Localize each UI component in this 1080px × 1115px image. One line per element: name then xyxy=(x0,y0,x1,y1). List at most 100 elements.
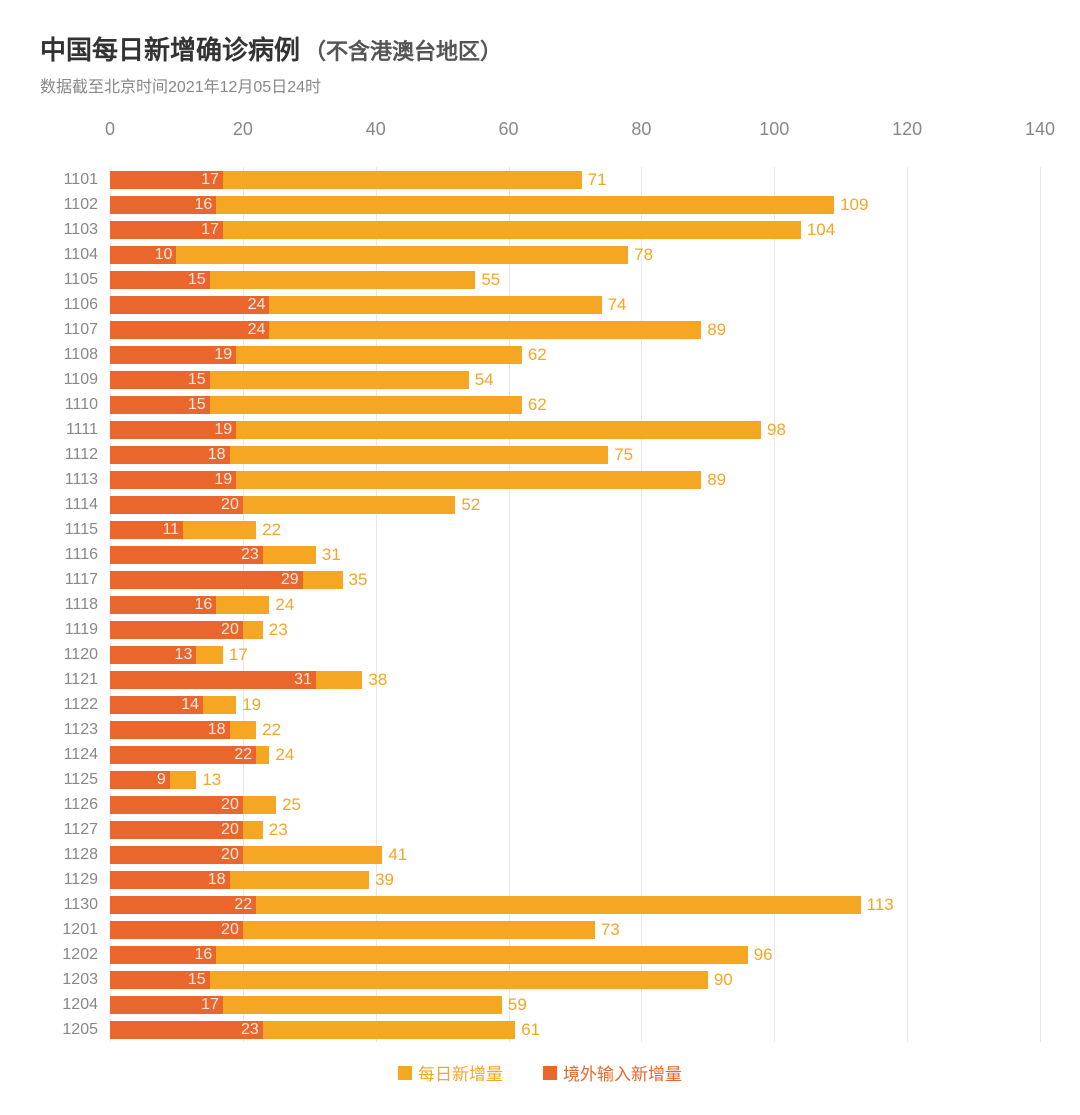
bar-row: 11047810 xyxy=(40,242,1040,267)
y-axis-label: 1107 xyxy=(40,321,110,339)
bar-track: 1914 xyxy=(110,696,1040,714)
value-label-total: 19 xyxy=(236,695,261,715)
value-label-total: 24 xyxy=(269,595,294,615)
y-axis-label: 1205 xyxy=(40,1021,110,1039)
value-label-total: 109 xyxy=(834,195,868,215)
value-label-total: 55 xyxy=(475,270,500,290)
value-label-imported: 10 xyxy=(155,246,177,264)
value-label-imported: 15 xyxy=(188,971,210,989)
bar-imported xyxy=(110,1021,263,1039)
value-label-total: 35 xyxy=(343,570,368,590)
value-label-imported: 24 xyxy=(248,321,270,339)
bar-track: 59 17 xyxy=(110,996,1040,1014)
bar-track: 7117 xyxy=(110,171,1040,189)
y-axis-label: 1111 xyxy=(40,421,110,439)
bar-row: 11152211 xyxy=(40,517,1040,542)
bar-track: 139 xyxy=(110,771,1040,789)
value-label-imported: 31 xyxy=(294,671,316,689)
value-label-total: 17 xyxy=(223,645,248,665)
bar-track: 38 31 xyxy=(110,671,1040,689)
bar-row: 11284120 xyxy=(40,842,1040,867)
bar-row: 11173529 xyxy=(40,567,1040,592)
value-label-imported: 17 xyxy=(201,171,223,189)
value-label-imported: 17 xyxy=(201,996,223,1014)
value-label-total: 62 xyxy=(522,345,547,365)
x-axis-tick: 140 xyxy=(1025,119,1055,140)
value-label-total: 24 xyxy=(269,745,294,765)
legend-label: 境外输入新增量 xyxy=(563,1060,682,1085)
value-label-imported: 20 xyxy=(221,921,243,939)
bar-track: 6123 xyxy=(110,1021,1040,1039)
bar-row: 1121 38 31 xyxy=(40,667,1040,692)
bar-track: 9819 xyxy=(110,421,1040,439)
value-label-total: 104 xyxy=(801,220,835,240)
value-label-imported: 24 xyxy=(248,296,270,314)
y-axis-label: 1121 xyxy=(40,671,110,689)
value-label-imported: 19 xyxy=(214,346,236,364)
bar-row: 11078924 xyxy=(40,317,1040,342)
value-label-total: 59 xyxy=(502,995,527,1015)
value-label-total: 25 xyxy=(276,795,301,815)
x-axis-tick: 0 xyxy=(105,119,115,140)
bar-track: 9616 xyxy=(110,946,1040,964)
x-axis: 020406080100120140 xyxy=(110,119,1040,149)
bar-track: 10916 xyxy=(110,196,1040,214)
value-label-imported: 20 xyxy=(221,796,243,814)
y-axis-label: 1114 xyxy=(40,496,110,514)
bar-imported xyxy=(110,671,316,689)
bar-row: 11232218 xyxy=(40,717,1040,742)
bar-total xyxy=(110,196,834,214)
value-label-total: 38 xyxy=(362,670,387,690)
title-main: 中国每日新增确诊病例 xyxy=(40,35,300,65)
y-axis-label: 1113 xyxy=(40,471,110,489)
y-axis-label: 1127 xyxy=(40,821,110,839)
chart-subtitle: 数据截至北京时间2021年12月05日24时 xyxy=(40,73,1040,97)
y-axis-label: 1102 xyxy=(40,196,110,214)
value-label-total: 41 xyxy=(382,845,407,865)
y-axis-label: 1204 xyxy=(40,996,110,1014)
bar-track: 104 17 xyxy=(110,221,1040,239)
bar-row: 11138919 xyxy=(40,467,1040,492)
value-label-total: 23 xyxy=(263,820,288,840)
value-label-total: 90 xyxy=(708,970,733,990)
chart: 020406080100120140 110171171102109161103… xyxy=(40,119,1040,1042)
y-axis-label: 1120 xyxy=(40,646,110,664)
value-label-total: 75 xyxy=(608,445,633,465)
value-label-imported: 16 xyxy=(194,946,216,964)
value-label-total: 31 xyxy=(316,545,341,565)
bar-track: 52 20 xyxy=(110,496,1040,514)
legend: 每日新增量境外输入新增量 xyxy=(40,1060,1040,1085)
value-label-imported: 13 xyxy=(175,646,197,664)
value-label-imported: 20 xyxy=(221,821,243,839)
value-label-total: 52 xyxy=(455,495,480,515)
value-label-imported: 17 xyxy=(201,221,223,239)
bar-track: 5515 xyxy=(110,271,1040,289)
value-label-total: 22 xyxy=(256,520,281,540)
y-axis-label: 1128 xyxy=(40,846,110,864)
bar-row: 12056123 xyxy=(40,1017,1040,1042)
bar-row: 11106215 xyxy=(40,392,1040,417)
value-label-imported: 20 xyxy=(221,496,243,514)
value-label-imported: 23 xyxy=(241,546,263,564)
value-label-total: 74 xyxy=(602,295,627,315)
y-axis-label: 1124 xyxy=(40,746,110,764)
bar-row: 11163123 xyxy=(40,542,1040,567)
bar-rows: 1101711711021091611031041711047810110555… xyxy=(40,167,1040,1042)
bar-row: 11221914 xyxy=(40,692,1040,717)
value-label-imported: 19 xyxy=(214,471,236,489)
value-label-imported: 22 xyxy=(234,746,256,764)
bar-track: 11322 xyxy=(110,896,1040,914)
bar-track: 74 24 xyxy=(110,296,1040,314)
bar-row: 1118 24 16 xyxy=(40,592,1040,617)
x-axis-tick: 20 xyxy=(233,119,253,140)
bar-track: 4120 xyxy=(110,846,1040,864)
value-label-imported: 29 xyxy=(281,571,303,589)
value-label-imported: 16 xyxy=(194,596,216,614)
x-axis-tick: 80 xyxy=(631,119,651,140)
x-axis-tick: 120 xyxy=(892,119,922,140)
bar-row: 1120 17 13 xyxy=(40,642,1040,667)
bar-track: 22 11 xyxy=(110,521,1040,539)
y-axis-label: 1129 xyxy=(40,871,110,889)
value-label-imported: 11 xyxy=(162,521,183,539)
y-axis-label: 1118 xyxy=(40,596,110,614)
